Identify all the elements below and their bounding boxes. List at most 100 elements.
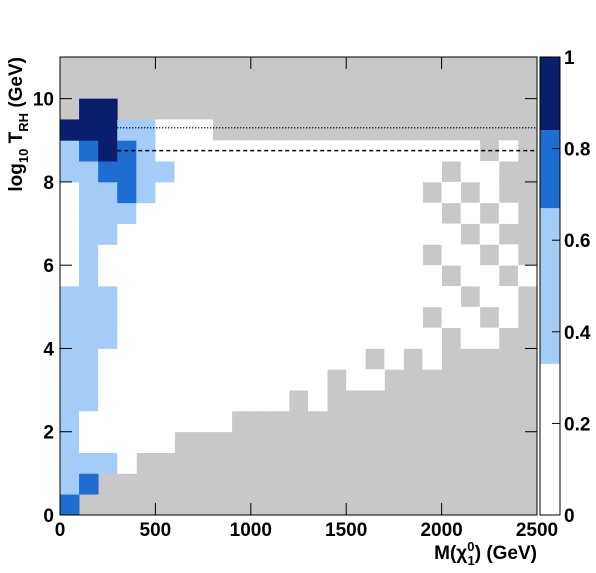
heatmap-cell [155,202,175,224]
y-axis-label-part: log [6,163,27,192]
heatmap-cell [479,265,500,287]
heatmap-cell [98,286,118,308]
x-tick-label: 2000 [420,520,462,541]
y-tick-label: 2 [43,423,54,444]
heatmap-cell [212,369,233,391]
heatmap-cell [231,265,252,287]
heatmap-cell [193,286,214,308]
heatmap-cell [441,181,462,204]
heatmap-cell [212,306,233,329]
heatmap-cell [365,181,385,204]
heatmap-cell [250,161,271,183]
heatmap-cell [231,327,252,349]
heatmap-cell [155,286,175,308]
heatmap-cell [288,369,309,391]
heatmap-cell [136,390,156,412]
heatmap-cell [193,202,214,224]
heatmap-cell [98,119,118,141]
heatmap-cell [98,161,118,183]
heatmap-cell [269,244,290,266]
heatmap-cell [346,223,366,245]
heatmap-cell [365,265,385,287]
heatmap-cell [250,348,271,370]
heatmap-cell [117,306,137,329]
heatmap-cell [327,306,347,329]
colorbar-band [540,57,560,131]
heatmap-cell [193,265,214,287]
x-tick-label: 1500 [325,520,367,541]
heatmap-cell [384,244,404,266]
heatmap-cell [269,181,290,204]
heatmap-cell [479,181,500,204]
heatmap-cell [117,265,137,287]
heatmap-cell [250,369,271,391]
heatmap-cell [346,369,366,391]
x-axis-label-part: 0 [467,539,474,554]
heatmap-cell [308,306,328,329]
heatmap-cell [365,369,385,391]
heatmap-cell [155,306,175,329]
x-tick-label: 500 [140,520,172,541]
heatmap-cell [155,348,175,370]
heatmap-cell [327,327,347,349]
heatmap-cell [384,223,404,245]
heatmap-cell [117,223,137,245]
heatmap-cell [136,410,156,433]
heatmap-cell [250,223,271,245]
heatmap-cell [346,181,366,204]
heatmap-cell [327,161,347,183]
heatmap-cell [174,348,194,370]
heatmap-cell [384,327,404,349]
heatmap-cell [250,265,271,287]
heatmap-cell [269,327,290,349]
heatmap-cell [193,369,214,391]
heatmap-cell [384,286,404,308]
heatmap-cell [174,119,194,141]
heatmap-cell [174,390,194,412]
heatmap-cell [79,410,99,433]
heatmap-cell [79,327,99,349]
y-tick-label: 8 [43,173,54,194]
heatmap-cell [155,327,175,349]
heatmap-cell [403,223,423,245]
heatmap-cell [346,327,366,349]
heatmap-cell [403,327,423,349]
heatmap-cell [250,390,271,412]
heatmap-cell [308,244,328,266]
heatmap-cell [269,348,290,370]
heatmap-cell [250,202,271,224]
heatmap-cell [174,369,194,391]
heatmap-cell [98,390,118,412]
heatmap-cell [460,161,481,183]
heatmap-cell [60,286,80,308]
heatmap-cell [231,161,252,183]
heatmap-cell [422,202,442,224]
heatmap-cell [231,223,252,245]
heatmap-cell [498,202,519,224]
heatmap-cell [346,286,366,308]
heatmap-cell [384,202,404,224]
heatmap-cell [174,306,194,329]
heatmap-cell [365,286,385,308]
heatmap-cell [136,286,156,308]
x-tick-label: 0 [55,520,66,541]
heatmap-cell [212,390,233,412]
heatmap-cell [193,327,214,349]
heatmap-cell [308,348,328,370]
heatmap-cell [288,327,309,349]
heatmap-cell [422,286,442,308]
heatmap-cell [136,181,156,204]
heatmap-cell [250,327,271,349]
y-axis-label-part: T [6,131,27,148]
heatmap-cell [136,202,156,224]
heatmap-cell [479,327,500,349]
heatmap-cell [422,348,442,370]
heatmap-cell [155,244,175,266]
heatmap-cell [365,223,385,245]
y-tick-label: 0 [43,506,54,527]
x-tick-label: 2500 [516,520,558,541]
heatmap-cell [327,348,347,370]
heatmap-cell [60,140,80,162]
heatmap-cell [117,452,137,474]
